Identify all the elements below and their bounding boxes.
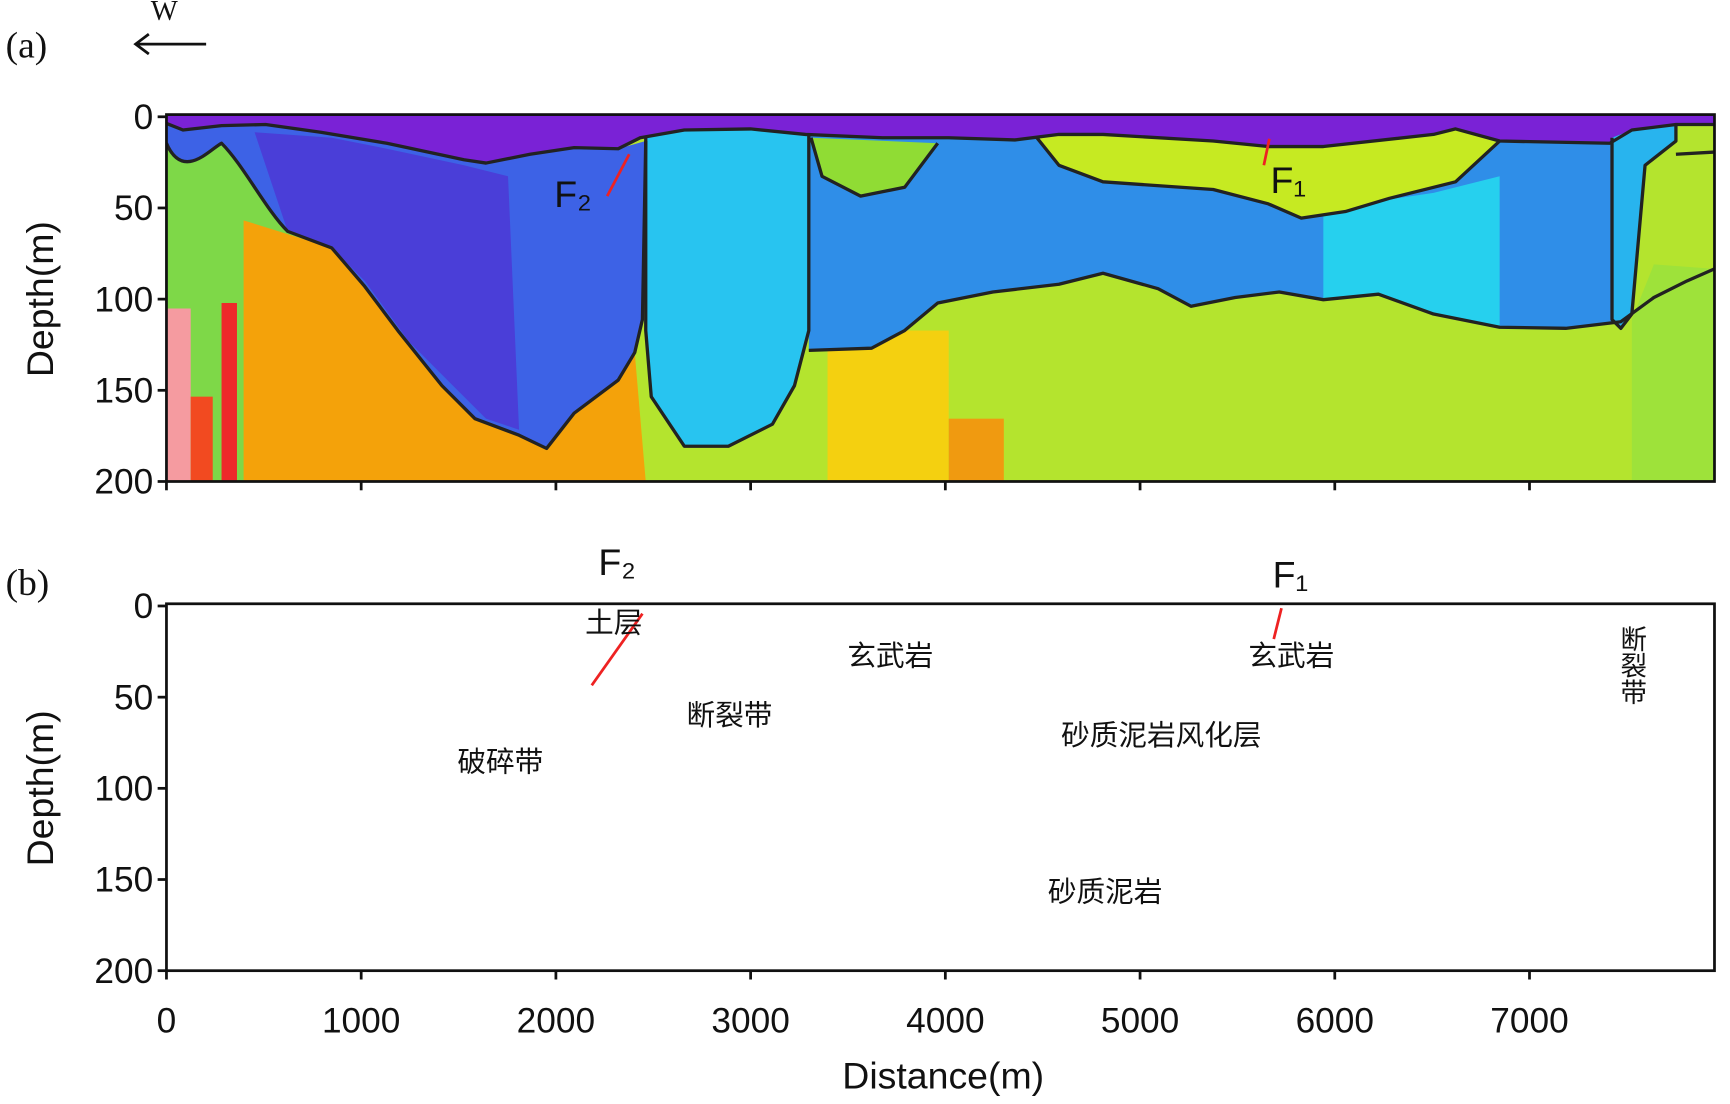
y-tick-label: 50 — [114, 678, 153, 717]
y-tick-label: 100 — [94, 769, 153, 808]
panel-label: (b) — [6, 563, 50, 604]
y-tick-label: 0 — [134, 587, 154, 626]
fault-trace — [590, 612, 644, 687]
y-tick-label: 200 — [94, 463, 153, 502]
y-tick-label: 50 — [114, 189, 153, 228]
unit-label: 断裂带 — [687, 698, 773, 732]
fault-trace — [1262, 138, 1271, 166]
direction-arrow — [133, 33, 207, 56]
unit-label: 土层 — [585, 605, 642, 639]
x-tick-label: 7000 — [1490, 1001, 1568, 1040]
x-tick-label: 6000 — [1296, 1001, 1374, 1040]
fault-label: F₁ — [1270, 159, 1306, 201]
fault-label: F₂ — [598, 541, 635, 583]
fault-trace — [605, 153, 631, 197]
fault-label: F₁ — [1273, 553, 1309, 595]
direction-label: W — [151, 0, 178, 27]
axes: 0 50 100 150 200 Depth(m) 0 50 100 150 200 Depth(m)… — [19, 98, 1716, 1097]
y-tick-label: 150 — [94, 861, 153, 900]
x-tick-label: 4000 — [906, 1001, 984, 1040]
unit-label: 玄武岩 — [847, 638, 933, 672]
y-tick-label: 100 — [94, 280, 153, 319]
x-tick-label: 5000 — [1101, 1001, 1179, 1040]
x-axis-title: Distance(m) — [842, 1055, 1044, 1097]
y-tick-label: 150 — [94, 371, 153, 410]
fault-label: F₂ — [554, 173, 591, 215]
y-tick-label: 0 — [134, 98, 154, 137]
fault-trace — [1272, 607, 1283, 640]
y-tick-label: 200 — [94, 952, 153, 991]
unit-label: 砂质泥岩 — [1048, 874, 1163, 908]
x-tick-label: 0 — [157, 1001, 177, 1040]
x-tick-label: 3000 — [711, 1001, 789, 1040]
unit-label: 破碎带 — [457, 744, 543, 778]
y-axis-title: Depth(m) — [19, 710, 61, 866]
unit-label: 砂质泥岩风化层 — [1061, 718, 1261, 752]
plot-frame — [165, 602, 1716, 973]
unit-label: 断裂带 — [1615, 626, 1646, 705]
y-axis-title: Depth(m) — [19, 221, 61, 377]
section-boundaries — [166, 121, 1715, 451]
x-tick-label: 2000 — [517, 1001, 595, 1040]
geologic-section — [166, 604, 1714, 971]
unit-label: 玄武岩 — [1248, 638, 1334, 672]
x-tick-label: 1000 — [322, 1001, 400, 1040]
resistivity-section — [166, 114, 1715, 482]
panel-label: (a) — [6, 25, 48, 66]
